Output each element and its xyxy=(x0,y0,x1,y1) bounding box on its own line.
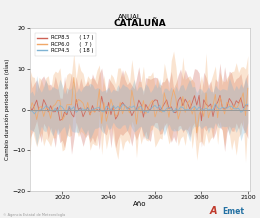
Text: ANUAL: ANUAL xyxy=(118,14,142,20)
Text: A: A xyxy=(210,206,217,216)
Y-axis label: Cambio duración periodo seco (días): Cambio duración periodo seco (días) xyxy=(4,59,10,160)
Legend: RCP8.5      ( 17 ), RCP6.0      (  7 ), RCP4.5      ( 18 ): RCP8.5 ( 17 ), RCP6.0 ( 7 ), RCP4.5 ( 18… xyxy=(35,33,96,56)
Text: Emet: Emet xyxy=(222,207,244,216)
Text: © Agencia Estatal de Meteorología: © Agencia Estatal de Meteorología xyxy=(3,213,65,217)
X-axis label: Año: Año xyxy=(133,201,147,207)
Title: CATALUÑA: CATALUÑA xyxy=(114,19,166,28)
